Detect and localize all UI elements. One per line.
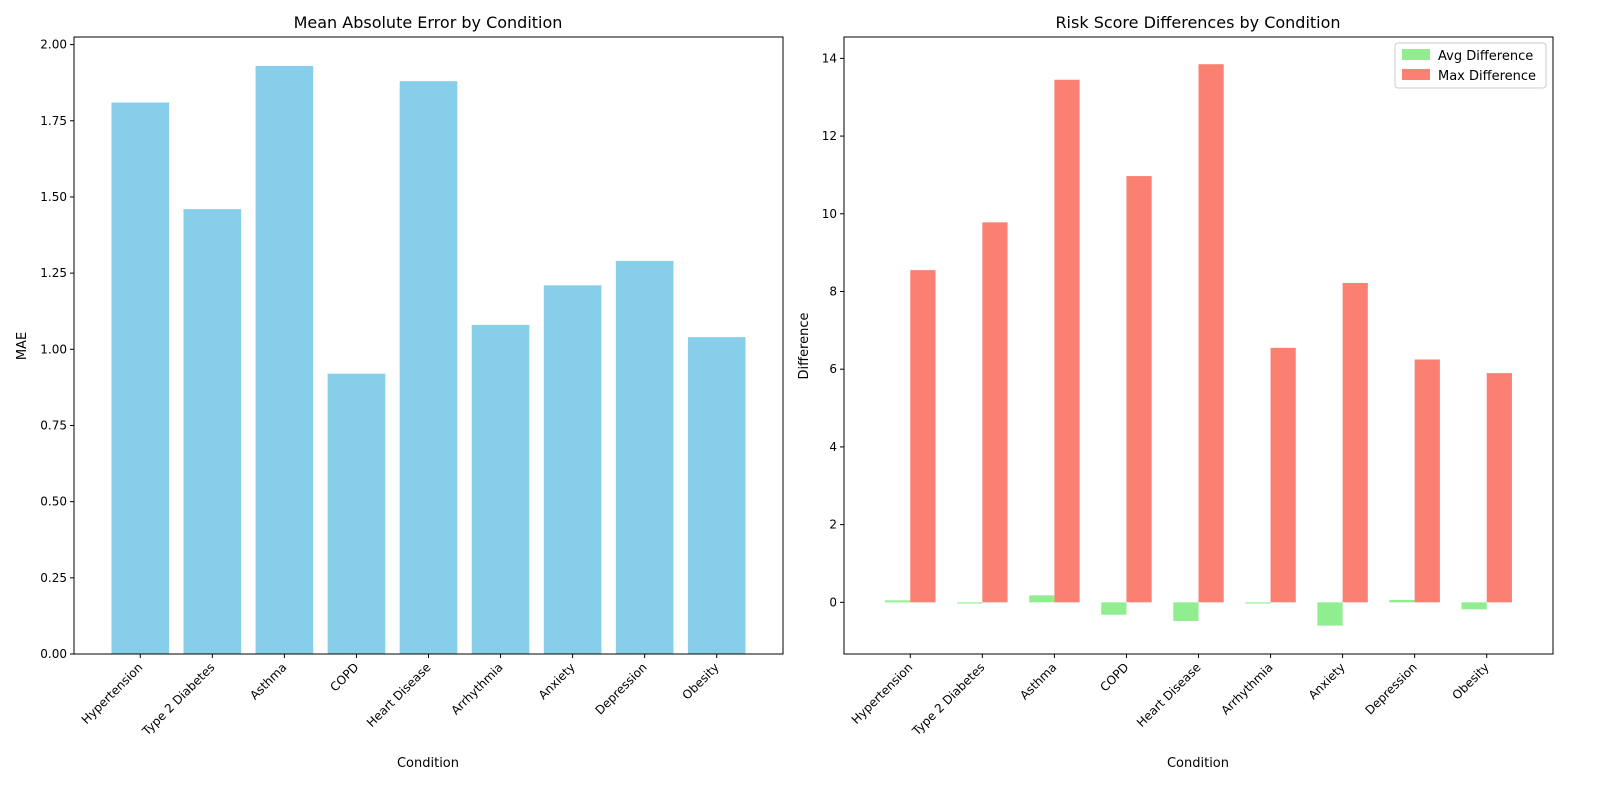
y-tick-label: 0.75 xyxy=(40,418,67,432)
y-tick-label: 14 xyxy=(822,51,837,65)
bar-avg-difference-3 xyxy=(1101,602,1127,615)
legend: Avg Difference Max Difference xyxy=(1394,42,1547,89)
x-axis-label: Condition xyxy=(397,756,459,771)
y-tick-label: 0.50 xyxy=(40,495,67,509)
bar-mae-8 xyxy=(687,337,746,654)
y-tick-label: 10 xyxy=(822,207,837,221)
legend-label-avg: Avg Difference xyxy=(1438,49,1533,64)
bar-mae-0 xyxy=(111,102,170,654)
bar-max-difference-4 xyxy=(1198,64,1224,603)
x-axis-label: Condition xyxy=(1167,756,1229,771)
bar-avg-difference-8 xyxy=(1461,602,1487,610)
bar-max-difference-2 xyxy=(1054,79,1080,603)
plot-frame xyxy=(843,36,1554,655)
chart-title: Mean Absolute Error by Condition xyxy=(294,13,563,32)
bar-avg-difference-6 xyxy=(1317,602,1343,626)
bar-avg-difference-4 xyxy=(1173,602,1199,621)
bar-max-difference-1 xyxy=(982,222,1008,603)
bar-mae-1 xyxy=(183,209,242,654)
bar-mae-2 xyxy=(255,65,314,654)
bar-max-difference-3 xyxy=(1126,176,1152,603)
mae-bars xyxy=(111,65,746,655)
y-axis-label: Difference xyxy=(797,312,812,379)
plot-frame xyxy=(73,36,784,655)
bar-mae-7 xyxy=(615,260,674,654)
bar-max-difference-0 xyxy=(910,270,936,603)
y-tick-label: 2 xyxy=(829,518,837,532)
y-tick-label: 1.50 xyxy=(40,190,67,204)
bar-avg-difference-0 xyxy=(885,600,911,603)
y-tick-label: 2.00 xyxy=(40,38,67,52)
y-axis-label: MAE xyxy=(15,332,30,360)
y-tick-label: 0 xyxy=(829,595,837,609)
legend-swatch-max xyxy=(1402,69,1430,80)
y-tick-label: 1.25 xyxy=(40,266,67,280)
chart-title: Risk Score Differences by Condition xyxy=(1055,13,1340,32)
legend-swatch-avg xyxy=(1402,49,1430,60)
bar-max-difference-6 xyxy=(1342,282,1368,603)
bar-mae-4 xyxy=(399,81,458,655)
bar-avg-difference-7 xyxy=(1389,599,1415,603)
bar-mae-6 xyxy=(543,285,602,654)
bar-mae-5 xyxy=(471,324,530,654)
y-tick-label: 1.75 xyxy=(40,114,67,128)
bar-mae-3 xyxy=(327,373,386,654)
bar-max-difference-8 xyxy=(1486,373,1512,603)
bar-max-difference-5 xyxy=(1270,347,1296,603)
y-tick-label: 0.25 xyxy=(40,571,67,585)
y-tick-label: 4 xyxy=(829,440,837,454)
y-tick-label: 12 xyxy=(822,129,837,143)
legend-label-max: Max Difference xyxy=(1438,69,1536,84)
y-tick-label: 0.00 xyxy=(40,647,67,661)
bar-avg-difference-2 xyxy=(1029,595,1055,603)
bar-avg-difference-5 xyxy=(1245,602,1271,604)
risk-diff-bars xyxy=(885,64,1512,626)
bar-avg-difference-1 xyxy=(957,602,983,604)
y-tick-label: 1.00 xyxy=(40,342,67,356)
bar-max-difference-7 xyxy=(1414,359,1440,603)
legend-frame xyxy=(1394,42,1547,89)
y-tick-label: 6 xyxy=(829,362,837,376)
y-tick-label: 8 xyxy=(829,284,837,298)
